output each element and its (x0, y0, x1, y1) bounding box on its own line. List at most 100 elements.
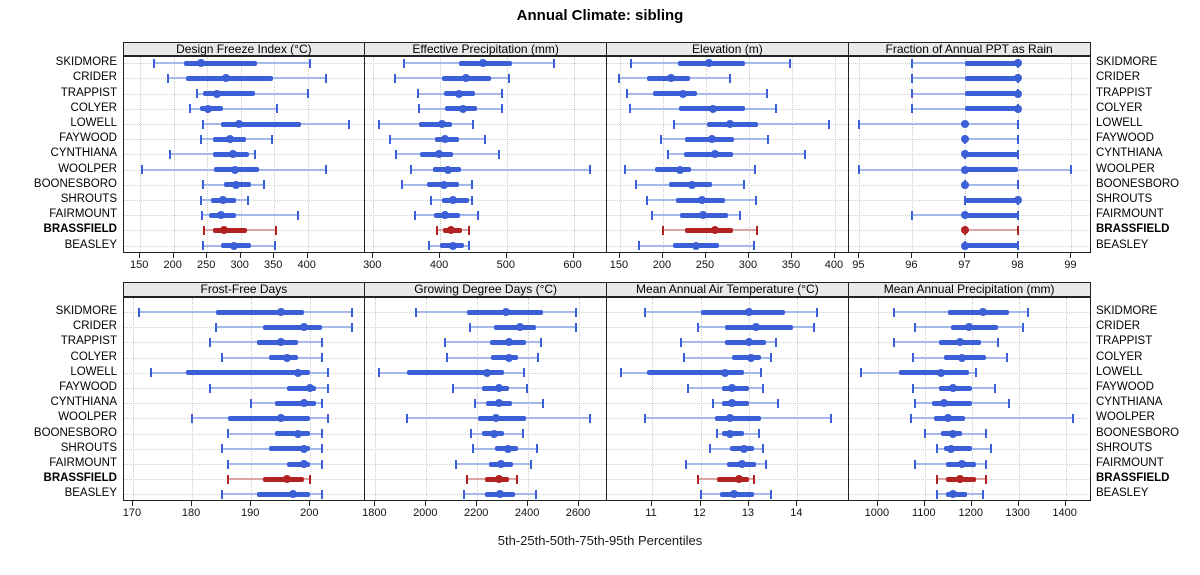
axis-tick (1017, 501, 1019, 506)
median-dot (483, 368, 492, 377)
gridline-horizontal (365, 245, 606, 247)
whisker-cap (191, 413, 194, 423)
median-dot (479, 59, 488, 68)
axis-tick-label: 97 (958, 259, 971, 271)
whisker-cap (430, 195, 433, 205)
panel-plot (122, 297, 366, 501)
whisker-cap (463, 489, 466, 499)
whisker-cap (350, 322, 353, 332)
site-label-left: SHROUTS (60, 441, 117, 454)
whisker-cap (247, 195, 250, 205)
whisker-cap (321, 337, 324, 347)
whisker-cap (813, 322, 816, 332)
axis-tick-label: 1300 (1005, 507, 1030, 519)
whisker-cap (515, 474, 518, 484)
median-dot (944, 414, 953, 423)
panel-strip: Fraction of Annual PPT as Rain (847, 42, 1091, 56)
percentiles-caption: 5th-25th-50th-75th-95th Percentiles (497, 533, 703, 548)
whisker-line (668, 153, 805, 156)
whisker-cap (466, 474, 469, 484)
whisker-cap (673, 119, 676, 129)
gridline-vertical (426, 298, 428, 500)
site-label-right: BRASSFIELD (1096, 472, 1170, 485)
iqr-bar (655, 167, 692, 173)
whisker-cap (226, 474, 229, 484)
whisker-cap (169, 149, 172, 159)
whisker-cap (697, 322, 700, 332)
whisker-cap (275, 104, 278, 114)
whisker-cap (729, 73, 732, 83)
axis-tick-label: 1800 (362, 507, 387, 519)
whisker-cap (755, 225, 758, 235)
whisker-cap (661, 225, 664, 235)
whisker-cap (982, 489, 985, 499)
axis-tick-label: 150 (609, 259, 629, 271)
median-dot (441, 135, 450, 144)
iqr-bar (965, 75, 1019, 81)
axis-tick-label: 250 (695, 259, 715, 271)
whisker-line (912, 77, 1019, 80)
site-label-left: TRAPPIST (60, 335, 117, 348)
whisker-cap (629, 104, 632, 114)
whisker-cap (989, 444, 992, 454)
gridline-vertical (924, 298, 926, 500)
iqr-bar (715, 415, 762, 421)
axis-tick (425, 501, 427, 506)
axis-tick (661, 253, 663, 258)
whisker-cap (534, 489, 537, 499)
whisker-cap (472, 444, 475, 454)
site-label-left: WOOLPER (58, 411, 117, 424)
whisker-cap (501, 89, 504, 99)
whisker-cap (196, 89, 199, 99)
site-label-right: SKIDMORE (1096, 305, 1158, 317)
whisker-cap (911, 73, 914, 83)
median-dot (1014, 89, 1023, 98)
whisker-cap (777, 398, 780, 408)
whisker-cap (687, 383, 690, 393)
gridline-vertical (652, 298, 654, 500)
panel-plot (847, 297, 1091, 501)
axis-tick (239, 253, 241, 258)
site-label-left: FAIRMOUNT (49, 208, 117, 221)
whisker-cap (760, 368, 763, 378)
whisker-cap (452, 383, 455, 393)
axis-tick-label: 99 (1064, 259, 1077, 271)
whisker-line (912, 107, 1019, 110)
whisker-cap (501, 104, 504, 114)
site-label-right: COLYER (1096, 101, 1143, 114)
median-dot (505, 338, 514, 347)
median-dot (516, 323, 525, 332)
iqr-bar (418, 121, 453, 127)
axis-tick-label: 190 (240, 507, 260, 519)
iqr-bar (685, 227, 734, 233)
gridline-vertical (1065, 298, 1067, 500)
median-dot (948, 429, 957, 438)
iqr-bar (491, 355, 518, 361)
axis-tick-label: 350 (263, 259, 283, 271)
axis-tick-label: 150 (130, 259, 149, 271)
panel-strip-title: Effective Precipitation (mm) (412, 42, 559, 56)
axis-tick-label: 1400 (1052, 507, 1077, 519)
whisker-cap (984, 459, 987, 469)
whisker-line (910, 417, 1073, 420)
iqr-bar (965, 243, 1019, 249)
whisker-cap (753, 241, 756, 251)
whisker-cap (321, 459, 324, 469)
site-label-left: LOWELL (70, 365, 117, 378)
whisker-cap (912, 353, 915, 363)
axis-tick-label: 500 (496, 259, 515, 271)
panel-strip: Elevation (m) (606, 42, 849, 56)
median-dot (496, 490, 505, 499)
median-dot (197, 59, 206, 68)
whisker-cap (1017, 225, 1020, 235)
site-label-left: FAIRMOUNT (49, 457, 117, 469)
whisker-cap (994, 383, 997, 393)
site-label-left: BRASSFIELD (43, 472, 117, 485)
whisker-line (965, 183, 1019, 186)
axis-tick-label: 2000 (413, 507, 438, 519)
whisker-cap (1027, 307, 1030, 317)
panel-plot (606, 56, 849, 253)
whisker-cap (650, 210, 653, 220)
whisker-cap (418, 104, 421, 114)
site-label-left: SKIDMORE (55, 305, 117, 317)
